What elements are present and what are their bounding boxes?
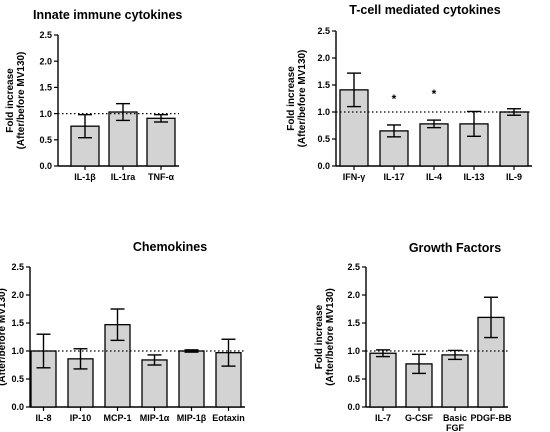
y-axis-label-line: (After/before MV130) bbox=[0, 288, 8, 386]
y-tick-label: 1.5 bbox=[39, 83, 52, 93]
bar bbox=[369, 352, 397, 408]
y-tick-label: 2.0 bbox=[39, 56, 52, 66]
x-tick-label-line: FGF bbox=[446, 423, 464, 432]
y-tick-label: 0.5 bbox=[317, 134, 330, 144]
chart-panel-1: Innate immune cytokines Fold increase(Aft… bbox=[5, 8, 182, 182]
bar bbox=[141, 359, 168, 408]
y-axis-label: Fold increase(After/before MV130) bbox=[5, 52, 27, 150]
x-tick-label-line: Eotaxin bbox=[212, 413, 245, 423]
y-axis-label-line: Fold increase bbox=[5, 68, 16, 133]
bar bbox=[146, 117, 176, 167]
bar bbox=[178, 350, 205, 408]
x-tick-label: Eotaxin bbox=[212, 413, 245, 423]
y-tick-label: 0.0 bbox=[11, 402, 24, 412]
x-tick-label: MCP-1 bbox=[103, 413, 131, 423]
x-tick-label: IL-9 bbox=[506, 172, 522, 182]
y-axis-label: Fold increase(After/before MV130) bbox=[314, 288, 336, 386]
chart-panel-4: Growth Factors Fold increase(After/before… bbox=[314, 241, 512, 432]
y-tick-label: 1.0 bbox=[11, 346, 24, 356]
x-tick-label: MIP-1β bbox=[177, 413, 207, 423]
y-tick-label: 1.5 bbox=[317, 80, 330, 90]
y-tick-label: 2.5 bbox=[39, 30, 52, 40]
chart-title: Innate immune cytokines bbox=[33, 8, 182, 22]
y-tick-label: 2.5 bbox=[11, 262, 24, 272]
x-tick-label: IL-1ra bbox=[111, 172, 137, 182]
bar bbox=[441, 354, 469, 408]
y-tick-label: 0.5 bbox=[11, 374, 24, 384]
x-tick-label-line: TNF-α bbox=[148, 172, 174, 182]
chart-title: Growth Factors bbox=[409, 241, 501, 255]
x-tick-label: IL-8 bbox=[35, 413, 51, 423]
y-tick-label: 0.0 bbox=[317, 161, 330, 171]
y-tick-label: 0.0 bbox=[39, 161, 52, 171]
y-axis-label-line: (After/before MV130) bbox=[325, 288, 336, 386]
x-tick-label-line: IL-9 bbox=[506, 172, 522, 182]
x-tick-label-line: PDGF-BB bbox=[471, 413, 512, 423]
bar bbox=[499, 111, 529, 167]
x-tick-label: MIP-1α bbox=[140, 413, 170, 423]
x-tick-label-line: IL-1β bbox=[74, 172, 96, 182]
x-tick-label: Basic FGF bbox=[443, 413, 467, 432]
x-tick-label-line: MIP-1α bbox=[140, 413, 170, 423]
chart-panel-3: Chemokines Fold increase(After/before MV1… bbox=[0, 240, 245, 423]
significance-marker: * bbox=[432, 87, 437, 101]
y-tick-label: 2.0 bbox=[347, 290, 360, 300]
y-tick-label: 1.0 bbox=[347, 346, 360, 356]
x-tick-label: IL-4 bbox=[426, 172, 442, 182]
y-axis-label: Fold increase(After/before MV130) bbox=[286, 50, 308, 148]
chart-panel-2: T-cell mediated cytokines Fold increase(A… bbox=[286, 3, 532, 182]
x-tick-label-line: IL-8 bbox=[35, 413, 51, 423]
x-tick-label-line: IL-17 bbox=[383, 172, 404, 182]
y-tick-label: 2.5 bbox=[317, 26, 330, 36]
x-tick-label-line: IL-13 bbox=[463, 172, 484, 182]
x-tick-label-line: MCP-1 bbox=[103, 413, 131, 423]
y-axis-label-line: (After/before MV130) bbox=[16, 52, 27, 150]
y-axis-label-line: (After/before MV130) bbox=[297, 50, 308, 148]
y-tick-label: 1.0 bbox=[317, 107, 330, 117]
x-tick-label: IFN-γ bbox=[343, 172, 366, 182]
x-tick-label-line: IL-4 bbox=[426, 172, 442, 182]
x-tick-label: PDGF-BB bbox=[471, 413, 512, 423]
x-tick-label-line: Basic bbox=[443, 413, 467, 423]
y-tick-label: 2.0 bbox=[11, 290, 24, 300]
y-tick-label: 2.5 bbox=[347, 262, 360, 272]
x-tick-label: IP-10 bbox=[70, 413, 92, 423]
y-tick-label: 1.5 bbox=[11, 318, 24, 328]
y-axis-label-line: Fold increase bbox=[286, 66, 297, 131]
x-tick-label-line: MIP-1β bbox=[177, 413, 207, 423]
x-tick-label-line: IP-10 bbox=[70, 413, 92, 423]
chart-title: T-cell mediated cytokines bbox=[349, 3, 500, 17]
y-tick-label: 1.0 bbox=[39, 109, 52, 119]
x-tick-label: IL-1β bbox=[74, 172, 96, 182]
y-axis-label: Fold increase(After/before MV130) bbox=[0, 288, 8, 386]
x-tick-label: IL-7 bbox=[375, 413, 391, 423]
chart-title: Chemokines bbox=[133, 240, 207, 254]
y-axis-label-line: Fold increase bbox=[314, 304, 325, 369]
significance-marker: * bbox=[392, 92, 397, 106]
x-tick-label-line: IFN-γ bbox=[343, 172, 366, 182]
y-tick-label: 0.0 bbox=[347, 402, 360, 412]
y-tick-label: 1.5 bbox=[347, 318, 360, 328]
y-tick-label: 2.0 bbox=[317, 53, 330, 63]
y-tick-label: 0.5 bbox=[347, 374, 360, 384]
x-tick-label: G-CSF bbox=[405, 413, 434, 423]
bar bbox=[419, 123, 449, 167]
x-tick-label-line: IL-7 bbox=[375, 413, 391, 423]
x-tick-label: IL-17 bbox=[383, 172, 404, 182]
y-tick-label: 0.5 bbox=[39, 135, 52, 145]
bar bbox=[67, 358, 94, 408]
x-tick-label-line: G-CSF bbox=[405, 413, 434, 423]
x-tick-label-line: IL-1ra bbox=[111, 172, 137, 182]
x-tick-label: IL-13 bbox=[463, 172, 484, 182]
x-tick-label: TNF-α bbox=[148, 172, 174, 182]
